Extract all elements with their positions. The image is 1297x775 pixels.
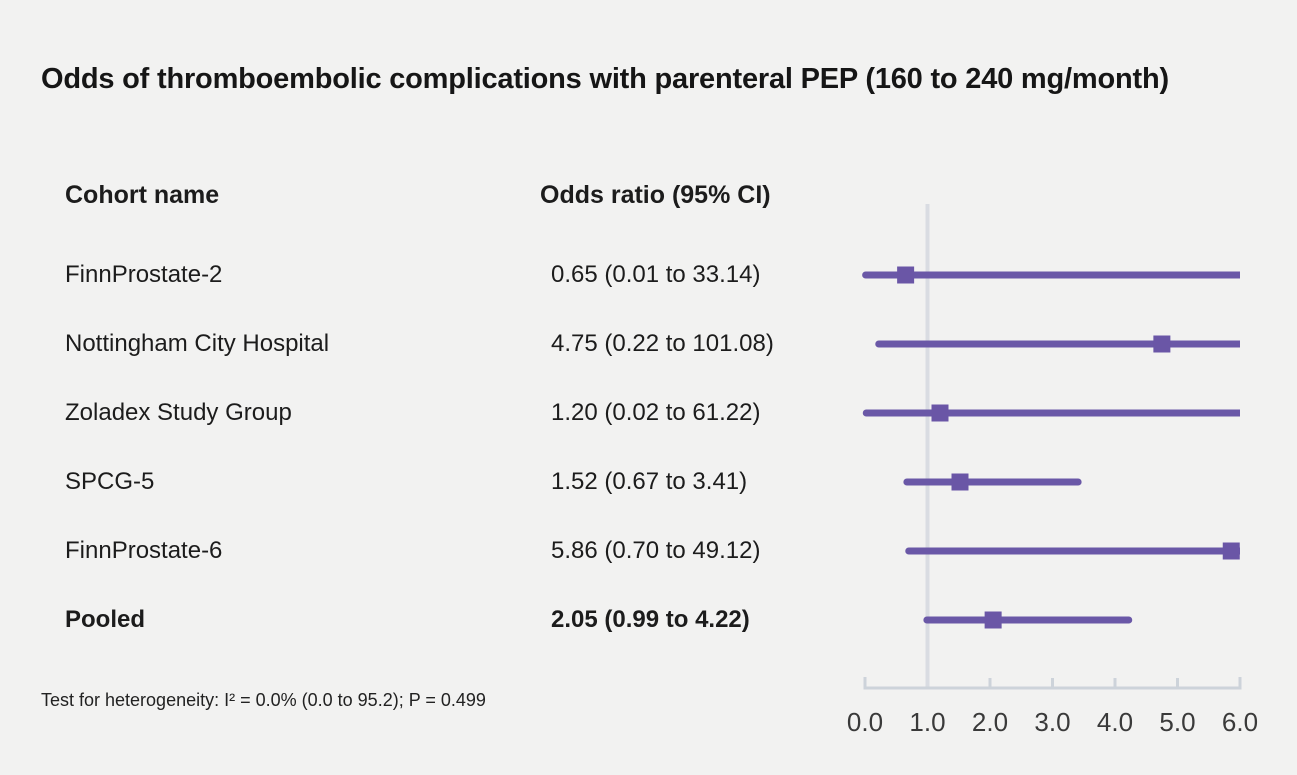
x-axis-tick-label: 1.0 <box>909 707 946 737</box>
ci-line-cap <box>862 409 870 417</box>
cohort-name: Pooled <box>65 606 146 633</box>
ci-line-cap <box>903 478 911 486</box>
cohort-name: Zoladex Study Group <box>65 399 292 426</box>
ci-line-cap <box>1125 616 1133 624</box>
odds-ratio-value: 2.05 (0.99 to 4.22) <box>551 606 750 633</box>
ci-line-cap <box>905 547 913 555</box>
odds-ratio-marker <box>897 266 915 284</box>
ci-line-cap <box>875 340 883 348</box>
cohort-name: Nottingham City Hospital <box>65 330 330 357</box>
odds-ratio-marker <box>1153 335 1171 353</box>
odds-ratio-value: 1.20 (0.02 to 61.22) <box>551 399 761 426</box>
odds-ratio-value: 1.52 (0.67 to 3.41) <box>551 468 748 495</box>
cohort-name: SPCG-5 <box>65 468 155 495</box>
odds-ratio-marker <box>984 611 1002 629</box>
heterogeneity-note: Test for heterogeneity: I² = 0.0% (0.0 t… <box>41 690 486 710</box>
odds-ratio-value: 4.75 (0.22 to 101.08) <box>551 330 774 357</box>
x-axis-tick-label: 6.0 <box>1221 707 1259 737</box>
ci-line-cap <box>923 616 931 624</box>
x-axis-tick-label: 3.0 <box>1034 707 1071 737</box>
cohort-name: FinnProstate-2 <box>65 261 223 288</box>
odds-ratio-marker <box>951 473 969 491</box>
odds-ratio-marker <box>1222 542 1240 560</box>
ci-line-cap <box>862 271 870 279</box>
x-axis-tick-label: 4.0 <box>1096 707 1134 737</box>
odds-ratio-value: 5.86 (0.70 to 49.12) <box>551 537 761 564</box>
odds-ratio-marker <box>931 404 949 422</box>
column-header-odds-ratio: Odds ratio (95% CI) <box>540 181 771 209</box>
cohort-name: FinnProstate-6 <box>65 537 223 564</box>
x-axis-tick-label: 5.0 <box>1159 707 1196 737</box>
x-axis-tick-label: 2.0 <box>971 707 1009 737</box>
x-axis-tick-label: 0.0 <box>846 707 884 737</box>
ci-line-cap <box>1074 478 1082 486</box>
chart-title: Odds of thromboembolic complications wit… <box>41 63 1169 95</box>
odds-ratio-value: 0.65 (0.01 to 33.14) <box>551 261 761 288</box>
column-header-cohort-name: Cohort name <box>65 181 220 209</box>
